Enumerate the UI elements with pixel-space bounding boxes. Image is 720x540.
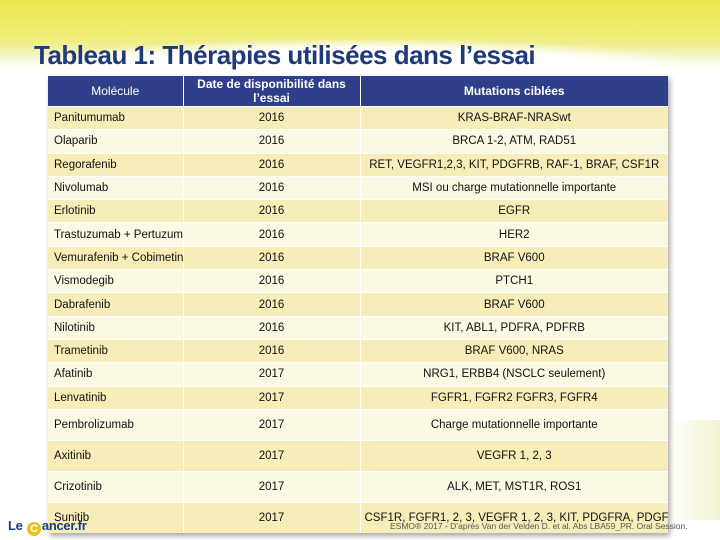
table-row: Trametinib 2016 BRAF V600, NRAS <box>48 338 668 363</box>
cell-date: 2016 <box>183 175 361 200</box>
table-row: Axitinib 2017 VEGFR 1, 2, 3 <box>48 439 668 472</box>
cell-mutations: VEGFR 1, 2, 3 <box>360 439 668 472</box>
cell-molecule: Panitumumab <box>48 105 184 130</box>
cell-mutations: KIT, ABL1, PDFRA, PDFRB <box>360 315 668 340</box>
cell-mutations: BRAF V600 <box>360 245 668 270</box>
table-row: Vismodegib 2016 PTCH1 <box>48 269 668 293</box>
cell-molecule: Vemurafenib + Cobimetinib <box>48 245 184 270</box>
cell-date: 2017 <box>183 439 361 472</box>
cell-molecule: Olaparib <box>48 129 184 154</box>
source-citation: ESMO® 2017 - D’après Van der Velden D. e… <box>390 521 688 531</box>
cell-molecule: Lenvatinib <box>48 385 184 410</box>
cell-molecule: Regorafenib <box>48 152 184 177</box>
cell-molecule: Nivolumab <box>48 175 184 200</box>
cell-date: 2017 <box>183 362 361 387</box>
cell-molecule: Afatinib <box>48 362 184 387</box>
cell-date: 2016 <box>183 245 361 270</box>
cell-mutations: PTCH1 <box>360 269 668 293</box>
cell-date: 2016 <box>183 338 361 363</box>
cell-mutations: MSI ou charge mutationnelle importante <box>360 175 668 200</box>
cell-mutations: ALK, MET, MST1R, ROS1 <box>360 470 668 503</box>
cell-date: 2017 <box>183 385 361 410</box>
cell-mutations: Charge mutationnelle importante <box>360 408 668 441</box>
cell-mutations: EGFR <box>360 199 668 223</box>
cell-mutations: BRAF V600, NRAS <box>360 338 668 363</box>
table-row: Lenvatinib 2017 FGFR1, FGFR2 FGFR3, FGFR… <box>48 385 668 410</box>
cell-date: 2016 <box>183 129 361 154</box>
cell-date: 2016 <box>183 269 361 293</box>
cell-mutations: BRCA 1-2, ATM, RAD51 <box>360 129 668 154</box>
cell-molecule: Trastuzumab + Pertuzumab <box>48 222 184 247</box>
table-row: Dabrafenib 2016 BRAF V600 <box>48 292 668 317</box>
cell-mutations: KRAS-BRAF-NRASwt <box>360 105 668 130</box>
cell-molecule: Dabrafenib <box>48 292 184 317</box>
logo-text-pre: Le <box>8 518 26 533</box>
cell-mutations: CSF1R, FGFR1, 2, 3, VEGFR 1, 2, 3, KIT, … <box>360 501 668 533</box>
table-row: Nilotinib 2016 KIT, ABL1, PDFRA, PDFRB <box>48 315 668 340</box>
header-date: Date de disponibilité dans l’essai <box>183 76 361 107</box>
header-band <box>0 0 720 70</box>
table-row: Nivolumab 2016 MSI ou charge mutationnel… <box>48 175 668 200</box>
table-row: Trastuzumab + Pertuzumab 2016 HER2 <box>48 222 668 247</box>
table-row: Afatinib 2017 NRG1, ERBB4 (NSCLC seuleme… <box>48 362 668 387</box>
cell-date: 2017 <box>183 501 361 533</box>
table-row: Erlotinib 2016 EGFR <box>48 199 668 223</box>
table-row: Olaparib 2016 BRCA 1-2, ATM, RAD51 <box>48 129 668 154</box>
cell-mutations: BRAF V600 <box>360 292 668 317</box>
cell-molecule: Sunitib <box>48 501 184 533</box>
table-row: Regorafenib 2016 RET, VEGFR1,2,3, KIT, P… <box>48 152 668 177</box>
table-header-row: Molécule Date de disponibilité dans l’es… <box>48 76 668 107</box>
cell-molecule: Crizotinib <box>48 470 184 503</box>
cell-date: 2016 <box>183 222 361 247</box>
therapies-table: Molécule Date de disponibilité dans l’es… <box>48 76 668 533</box>
cell-date: 2017 <box>183 470 361 503</box>
cell-date: 2016 <box>183 199 361 223</box>
cell-molecule: Vismodegib <box>48 269 184 293</box>
logo-c-icon: C <box>26 522 41 536</box>
cell-date: 2016 <box>183 292 361 317</box>
table-row: Vemurafenib + Cobimetinib 2016 BRAF V600 <box>48 245 668 270</box>
cell-mutations: HER2 <box>360 222 668 247</box>
cell-mutations: RET, VEGFR1,2,3, KIT, PDGFRB, RAF-1, BRA… <box>360 152 668 177</box>
cell-molecule: Trametinib <box>48 338 184 363</box>
cell-molecule: Axitinib <box>48 439 184 472</box>
table-row: Sunitib 2017 CSF1R, FGFR1, 2, 3, VEGFR 1… <box>48 501 668 533</box>
decorative-illustration <box>668 420 720 520</box>
cell-molecule: Nilotinib <box>48 315 184 340</box>
cell-date: 2016 <box>183 315 361 340</box>
cell-mutations: NRG1, ERBB4 (NSCLC seulement) <box>360 362 668 387</box>
table-row: Panitumumab 2016 KRAS-BRAF-NRASwt <box>48 105 668 130</box>
therapies-table-container: Molécule Date de disponibilité dans l’es… <box>48 76 668 533</box>
cell-date: 2017 <box>183 408 361 441</box>
logo-text-post: ancer.fr <box>41 518 87 533</box>
cell-molecule: Erlotinib <box>48 199 184 223</box>
cell-date: 2016 <box>183 152 361 177</box>
header-molecule: Molécule <box>48 76 184 107</box>
header-mutations: Mutations ciblées <box>360 76 668 107</box>
table-row: Pembrolizumab 2017 Charge mutationnelle … <box>48 408 668 441</box>
cell-mutations: FGFR1, FGFR2 FGFR3, FGFR4 <box>360 385 668 410</box>
slide-title: Tableau 1: Thérapies utilisées dans l’es… <box>34 40 536 70</box>
cell-molecule: Pembrolizumab <box>48 408 184 441</box>
table-row: Crizotinib 2017 ALK, MET, MST1R, ROS1 <box>48 470 668 503</box>
cell-date: 2016 <box>183 105 361 130</box>
